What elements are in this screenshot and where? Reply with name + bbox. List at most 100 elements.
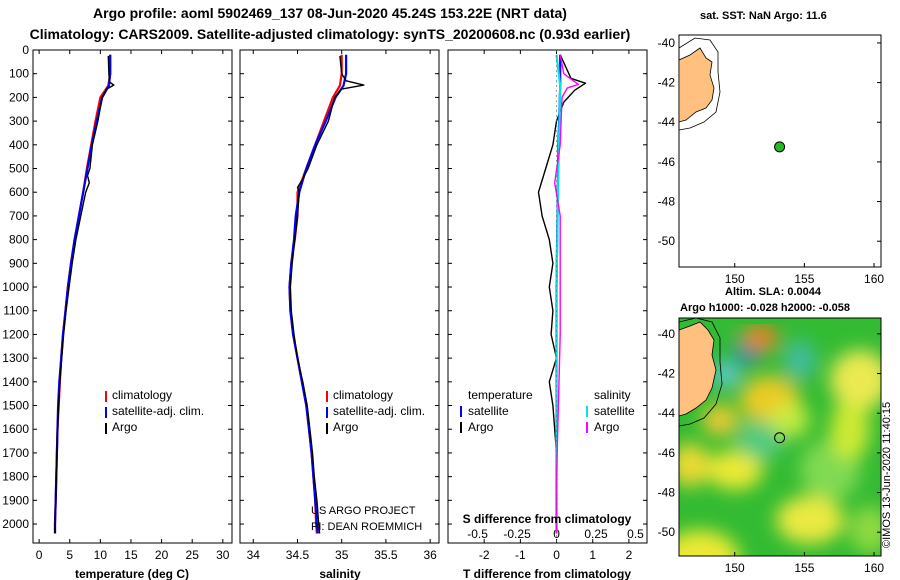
series-line-satellite-adj-clim- [53,54,112,534]
sst-map-title: sat. SST: NaN Argo: 11.6 [700,10,827,22]
temperature-panel: 0 5 10 15 20 25 30 0 100 200 300 400 500 600 700 800 90… [2,43,233,580]
depth-tick-label: 100 [9,67,29,81]
x-tick-label: 0 [36,548,43,562]
x-tick-label: 5 [66,548,73,562]
depth-tick-label: 1400 [2,375,29,389]
sst-contour-line [679,37,721,131]
depth-tick-label: 300 [9,114,29,128]
depth-tick-label: 200 [9,90,29,104]
sla-anomaly-patch [736,420,784,460]
pi-annotation: PI: DEAN ROEMMICH [311,521,422,533]
sla-map-title-2: Argo h1000: -0.028 h2000: -0.058 [680,302,850,314]
depth-tick-label: 500 [9,162,29,176]
legend-t-satellite-label: satellite [468,404,509,418]
salinity-xlabel: salinity [319,567,361,580]
float-position-marker [774,141,786,153]
sla-map-title-1: Altim. SLA: 0.0044 [725,286,821,298]
difference-panel: -2 -1 0 1 2 -0.5 -0.25 0 0.25 0.5 temperature sa… [447,49,648,580]
x-tick-label: 35.5 [374,548,398,562]
sst-map: 150 155 160 -40 -42 -44 -46 -48 -50 [658,34,884,286]
s-diff-tick-label: 0.25 [584,527,608,541]
temperature-legend: climatology satellite-adj. clim. Argo [105,388,204,434]
map-lat-label: -48 [658,486,676,500]
x-tick-label: 10 [94,548,108,562]
sla-blobs [679,324,881,556]
legend-t-argo-label: Argo [468,420,494,434]
map-lat-label: -44 [658,115,676,129]
sla-field [679,318,881,556]
legend-salinity-header: salinity [594,388,631,402]
map-lon-label: 160 [864,272,884,286]
x-tick-label: 2 [626,548,633,562]
x-tick-label: 1 [589,548,596,562]
legend-climatology-label: climatology [112,388,172,402]
difference-legend: temperature salinity satellite Argo sate… [460,388,635,434]
sla-anomaly-patch [830,400,870,460]
series-line-t-argo [537,54,587,534]
depth-tick-label: 700 [9,209,29,223]
map-lon-label: 150 [725,561,745,575]
series-line-satellite-adj-clim- [288,54,348,534]
map-lat-label: -42 [658,367,676,381]
series-line-argo [54,55,115,534]
depth-tick-label: 1700 [2,446,29,460]
sla-anomaly-patch [830,350,881,410]
temperature-plot-frame [32,49,233,544]
map-lat-label: -48 [658,195,676,209]
series-line-s-argo [554,54,579,534]
legend-satellite-label: satellite-adj. clim. [112,404,204,418]
sla-anomaly-patch [776,496,844,544]
temperature-xlabel: temperature (deg C) [75,567,189,580]
map-lat-label: -44 [658,406,676,420]
legend-s-satellite-label: satellite [594,404,635,418]
title-line-1: Argo profile: aoml 5902469_137 08-Jun-20… [93,5,567,21]
salinity-legend: climatology satellite-adj. clim. Argo [326,388,425,434]
x-tick-label: -2 [479,548,490,562]
map-lon-label: 155 [794,561,814,575]
s-diff-tick-label: -0.5 [467,527,488,541]
sla-anomaly-patch [784,340,816,380]
depth-tick-label: 1300 [2,351,29,365]
s-diff-tick-label: -0.25 [503,527,531,541]
sla-anomaly-patch [850,506,881,554]
x-tick-label: 30 [216,548,230,562]
legend-climatology-label: climatology [333,388,393,402]
map-lat-label: -42 [658,76,676,90]
map-lon-label: 160 [864,561,884,575]
x-tick-label: -1 [515,548,526,562]
sla-anomaly-patch [679,443,710,487]
x-tick-label: 34 [247,548,261,562]
s-diff-tick-label: 0 [553,527,560,541]
series-line-argo [289,55,365,534]
map-lat-label: -50 [658,525,676,539]
legend-s-argo-label: Argo [594,420,620,434]
project-annotation: US ARGO PROJECT [311,505,416,517]
s-diff-tick-label: 0.5 [627,527,644,541]
sla-anomaly-patch [770,402,810,438]
map-lon-label: 150 [725,272,745,286]
salinity-plot-frame [239,49,440,544]
depth-tick-label: 1100 [3,304,29,318]
map-lat-label: -46 [658,446,676,460]
salinity-panel: 34 34.5 35 35.5 36 climatology satellite-adj… [239,49,440,580]
x-tick-label: 15 [124,548,138,562]
depth-tick-label: 0 [22,43,29,57]
depth-tick-label: 600 [9,185,29,199]
map-lon-label: 155 [794,272,814,286]
depth-tick-label: 1600 [2,422,29,436]
float-position-marker [774,432,786,444]
sla-anomaly-patch [702,404,738,436]
depth-tick-label: 1200 [2,327,29,341]
x-tick-label: 25 [186,548,200,562]
x-tick-label: 20 [155,548,169,562]
sla-anomaly-patch [679,530,740,556]
s-difference-label: S difference from climatology [463,512,632,526]
legend-temperature-header: temperature [468,388,533,402]
depth-tick-label: 2000 [2,517,29,531]
legend-satellite-label: satellite-adj. clim. [333,404,425,418]
depth-tick-label: 400 [9,138,29,152]
title-line-2: Climatology: CARS2009. Satellite-adjuste… [29,26,631,42]
tasmania-land [679,321,717,417]
depth-tick-label: 900 [9,256,29,270]
